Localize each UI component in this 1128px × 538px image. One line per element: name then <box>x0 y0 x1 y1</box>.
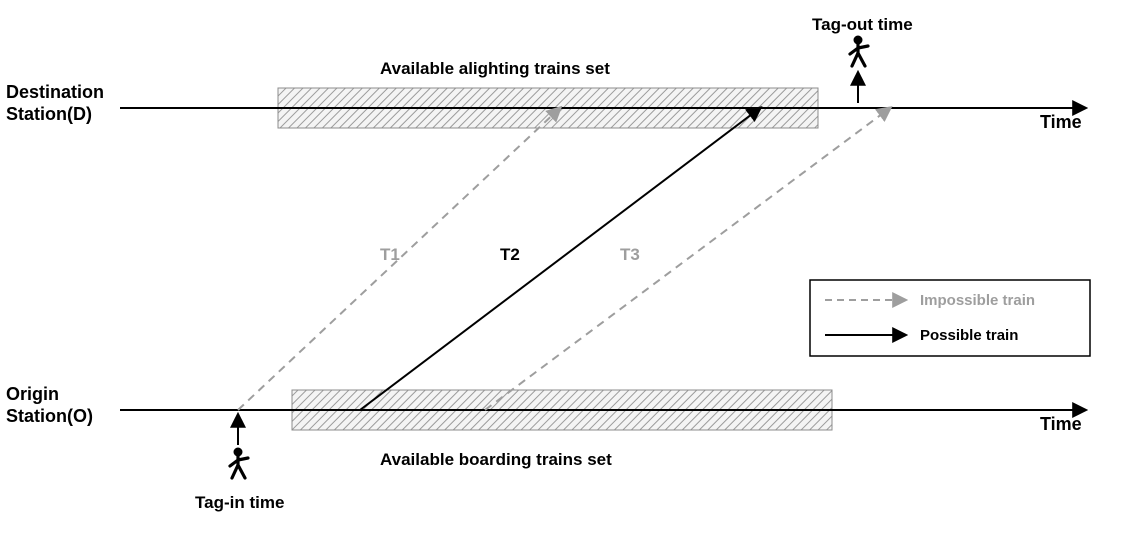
train-t2-line <box>360 108 760 410</box>
tag-in-label: Tag-in time <box>195 493 284 512</box>
legend-impossible-label: Impossible train <box>920 292 1035 309</box>
alighting-set-label: Available alighting trains set <box>380 59 610 78</box>
train-t3-label: T3 <box>620 245 640 264</box>
train-time-space-diagram: Destination Station(D) Origin Station(O)… <box>0 0 1128 538</box>
train-t1-label: T1 <box>380 245 400 264</box>
train-t3-line <box>485 108 890 410</box>
origin-time-label: Time <box>1040 414 1082 434</box>
dest-time-label: Time <box>1040 112 1082 132</box>
dest-label-1: Destination <box>6 82 104 102</box>
boarding-set-label: Available boarding trains set <box>380 450 612 469</box>
train-t2-label: T2 <box>500 245 520 264</box>
tag-out-label: Tag-out time <box>812 15 913 34</box>
origin-label-1: Origin <box>6 384 59 404</box>
legend-possible-label: Possible train <box>920 327 1018 344</box>
walker-icon <box>230 448 248 478</box>
origin-label-2: Station(O) <box>6 406 93 426</box>
walker-icon <box>850 36 868 66</box>
dest-label-2: Station(D) <box>6 104 92 124</box>
